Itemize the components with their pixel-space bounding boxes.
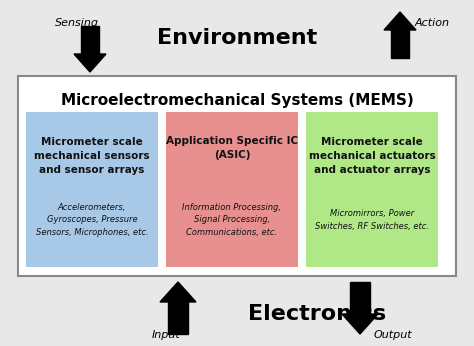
Text: Application Specific IC
(ASIC): Application Specific IC (ASIC) <box>166 136 298 160</box>
Text: Environment: Environment <box>157 28 317 48</box>
Bar <box>168 302 188 334</box>
Text: Electronics: Electronics <box>248 304 386 324</box>
FancyBboxPatch shape <box>26 112 158 267</box>
FancyBboxPatch shape <box>18 76 456 276</box>
Text: Input: Input <box>152 330 181 340</box>
Text: Accelerometers,
Gyroscopes, Pressure
Sensors, Microphones, etc.: Accelerometers, Gyroscopes, Pressure Sen… <box>36 203 148 237</box>
FancyBboxPatch shape <box>166 112 298 267</box>
Text: Information Processing,
Signal Processing,
Communications, etc.: Information Processing, Signal Processin… <box>182 203 282 237</box>
Polygon shape <box>74 54 106 72</box>
Text: Micromirrors, Power
Switches, RF Switches, etc.: Micromirrors, Power Switches, RF Switche… <box>315 209 429 231</box>
FancyBboxPatch shape <box>306 112 438 267</box>
Polygon shape <box>160 282 196 302</box>
Bar <box>350 282 370 314</box>
Bar <box>391 30 409 58</box>
Polygon shape <box>384 12 416 30</box>
Polygon shape <box>342 314 378 334</box>
Text: Micrometer scale
mechanical sensors
and sensor arrays: Micrometer scale mechanical sensors and … <box>34 137 150 175</box>
Text: Sensing: Sensing <box>55 18 99 28</box>
Text: Microelectromechanical Systems (MEMS): Microelectromechanical Systems (MEMS) <box>61 92 413 108</box>
Text: Action: Action <box>415 18 450 28</box>
Text: Micrometer scale
mechanical actuators
and actuator arrays: Micrometer scale mechanical actuators an… <box>309 137 436 175</box>
Bar <box>81 26 99 54</box>
Text: Output: Output <box>374 330 413 340</box>
